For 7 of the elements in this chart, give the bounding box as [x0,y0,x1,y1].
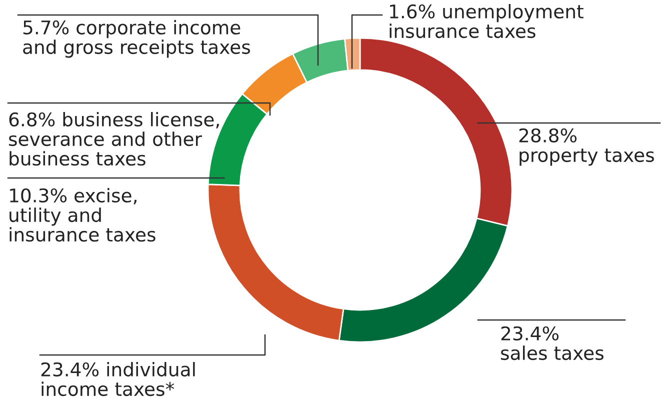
slice-label: 6.8% business license, severance and other business taxes [9,112,219,166]
slice-label: 10.3% excise, utility and insurance taxes [10,188,156,242]
slice-label: 1.6% unemployment insurance taxes [390,4,584,38]
slice-label: 23.4% individual income taxes* [41,362,195,396]
slice-label: 23.4% sales taxes [501,326,604,360]
slice-label: 5.7% corporate income and gross receipts taxes [23,20,250,58]
slice-label: 28.8% property taxes [519,128,654,166]
